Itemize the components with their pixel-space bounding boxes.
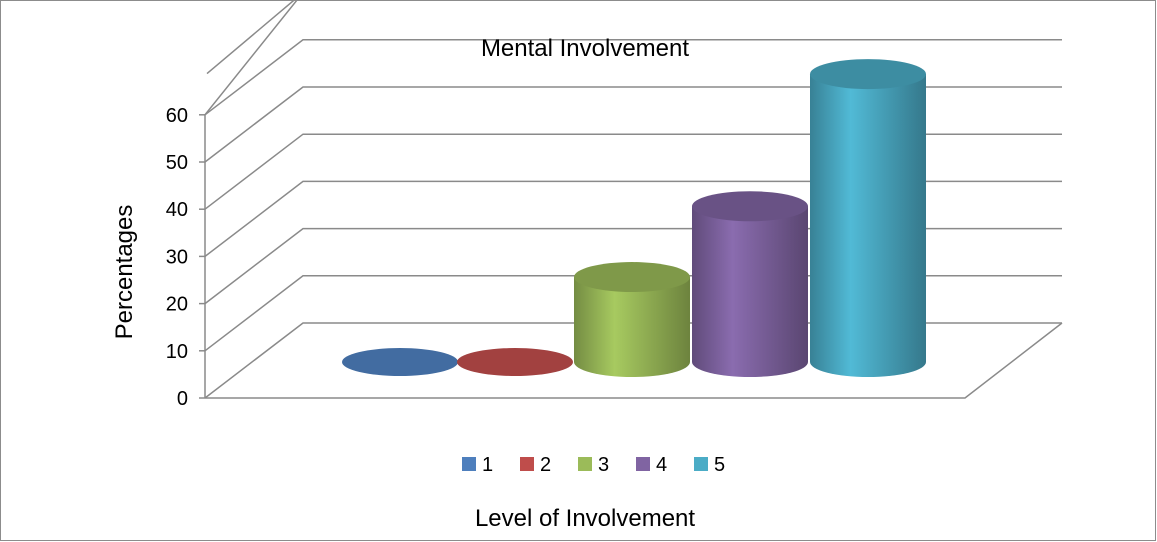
- legend-item-4: 4: [636, 454, 667, 476]
- legend-label: 3: [598, 454, 609, 476]
- legend-label: 4: [656, 454, 667, 476]
- bar-top: [810, 59, 926, 90]
- bar-disc: [342, 348, 458, 376]
- legend-swatch: [520, 457, 534, 471]
- gridlines: [204, 0, 1062, 399]
- bar-1: [342, 348, 458, 376]
- gridline: [204, 180, 1062, 257]
- legend: 1 2 3 4 5: [462, 454, 725, 476]
- legend-label: 5: [714, 454, 725, 476]
- y-tick-label: 30: [166, 246, 188, 268]
- gridline: [204, 322, 1062, 399]
- floor-edge: [205, 322, 1063, 399]
- bar-5: [810, 59, 926, 377]
- legend-label: 1: [482, 454, 493, 476]
- gridline: [204, 39, 1062, 116]
- y-tick-label: 50: [166, 152, 188, 174]
- y-axis-ticks: 0 10 20 30 40 50 60: [166, 105, 205, 410]
- bar-top: [574, 262, 690, 293]
- gridline: [206, 0, 296, 75]
- legend-item-1: 1: [462, 454, 493, 476]
- bars: [342, 59, 926, 377]
- bar-4: [692, 191, 808, 377]
- legend-swatch: [694, 457, 708, 471]
- y-axis-title: Percentages: [111, 205, 138, 340]
- gridline: [204, 86, 1062, 163]
- y-tick-label: 0: [177, 388, 188, 410]
- bar-body: [810, 74, 926, 377]
- side-wall-edge: [204, 0, 299, 398]
- legend-swatch: [578, 457, 592, 471]
- bar-top: [692, 191, 808, 222]
- y-tick-label: 60: [166, 105, 188, 127]
- gridline: [204, 275, 1062, 352]
- legend-swatch: [636, 457, 650, 471]
- bar-disc: [457, 348, 573, 376]
- y-tick-label: 10: [166, 341, 188, 363]
- bar-body: [692, 206, 808, 377]
- gridline: [204, 227, 1062, 305]
- y-tick-label: 40: [166, 199, 188, 221]
- y-tick-label: 20: [166, 294, 188, 316]
- legend-item-5: 5: [694, 454, 725, 476]
- legend-label: 2: [540, 454, 551, 476]
- bar-3: [574, 262, 690, 377]
- bar-2: [457, 348, 573, 376]
- legend-item-3: 3: [578, 454, 609, 476]
- bar-body: [574, 277, 690, 377]
- legend-item-2: 2: [520, 454, 551, 476]
- chart-title: Mental Involvement: [481, 35, 689, 62]
- gridline: [204, 133, 1062, 210]
- x-axis-title: Level of Involvement: [475, 505, 695, 532]
- legend-swatch: [462, 457, 476, 471]
